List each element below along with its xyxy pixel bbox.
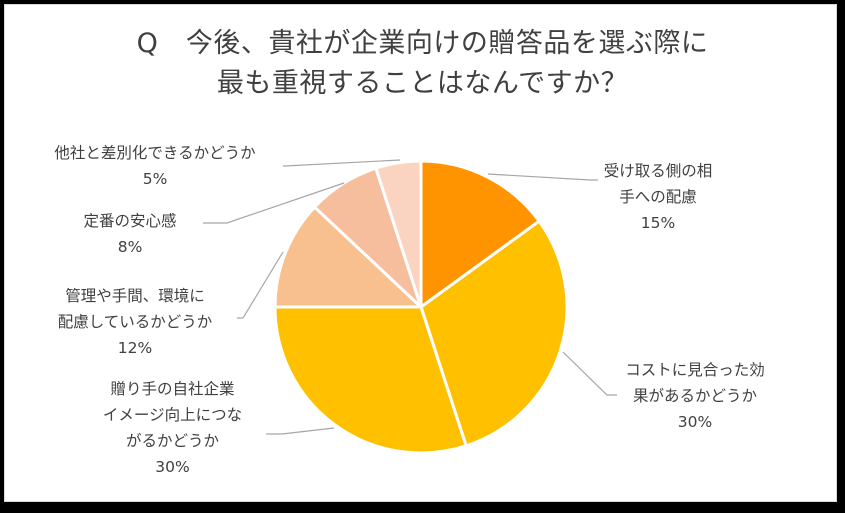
data-label-differentiation: 他社と差別化できるかどうか 5% (25, 140, 285, 192)
label-percent: 30% (155, 458, 190, 476)
label-text: がるかどうか (125, 432, 219, 450)
label-text: 贈り手の自社企業 (110, 380, 235, 398)
leader-line-30-right (562, 351, 617, 396)
chart-title: Q 今後、貴社が企業向けの贈答品を選ぶ際に 最も重視することはなんですか？ (0, 24, 845, 104)
data-label-management-environment: 管理や手間、環境に 配慮しているかどうか 12% (35, 283, 235, 361)
chart-title-line-1: Q 今後、貴社が企業向けの贈答品を選ぶ際に (136, 28, 709, 59)
data-label-company-image: 贈り手の自社企業 イメージ向上につな がるかどうか 30% (85, 376, 260, 480)
label-text: 他社と差別化できるかどうか (54, 144, 256, 162)
pie-slice-1 (419, 219, 569, 448)
data-label-standard-reassurance: 定番の安心感 8% (60, 208, 200, 260)
label-text: 果があるかどうか (632, 387, 757, 405)
label-text: コストに見合った効 (625, 361, 765, 379)
label-text: イメージ向上につな (102, 406, 243, 424)
pie-slice-0 (419, 159, 541, 309)
label-text: 受け取る側の相 (603, 162, 713, 180)
data-label-receiver-consideration: 受け取る側の相 手への配慮 15% (598, 158, 718, 236)
label-text: 定番の安心感 (83, 212, 177, 230)
label-text: 配慮しているかどうか (57, 313, 213, 331)
leader-line-12 (237, 251, 284, 319)
pie-slice-3 (273, 205, 423, 309)
data-label-cost-effectiveness: コストに見合った効 果があるかどうか 30% (615, 357, 775, 435)
pie-slice-5 (374, 159, 423, 309)
label-percent: 8% (117, 238, 143, 256)
leader-line-30-left (266, 427, 335, 435)
leader-line-15 (487, 173, 598, 181)
leader-line-5 (283, 159, 401, 167)
label-text: 手への配慮 (619, 188, 697, 206)
label-text: 管理や手間、環境に (65, 287, 205, 305)
chart-title-line-2: 最も重視することはなんですか？ (216, 68, 629, 99)
label-percent: 12% (117, 339, 153, 357)
leader-lines (203, 159, 617, 435)
leader-line-8 (203, 182, 345, 224)
label-percent: 15% (640, 214, 676, 232)
pie-slice-2 (273, 305, 468, 455)
label-percent: 30% (677, 413, 713, 431)
pie-slices (273, 159, 569, 455)
label-percent: 5% (142, 170, 168, 188)
